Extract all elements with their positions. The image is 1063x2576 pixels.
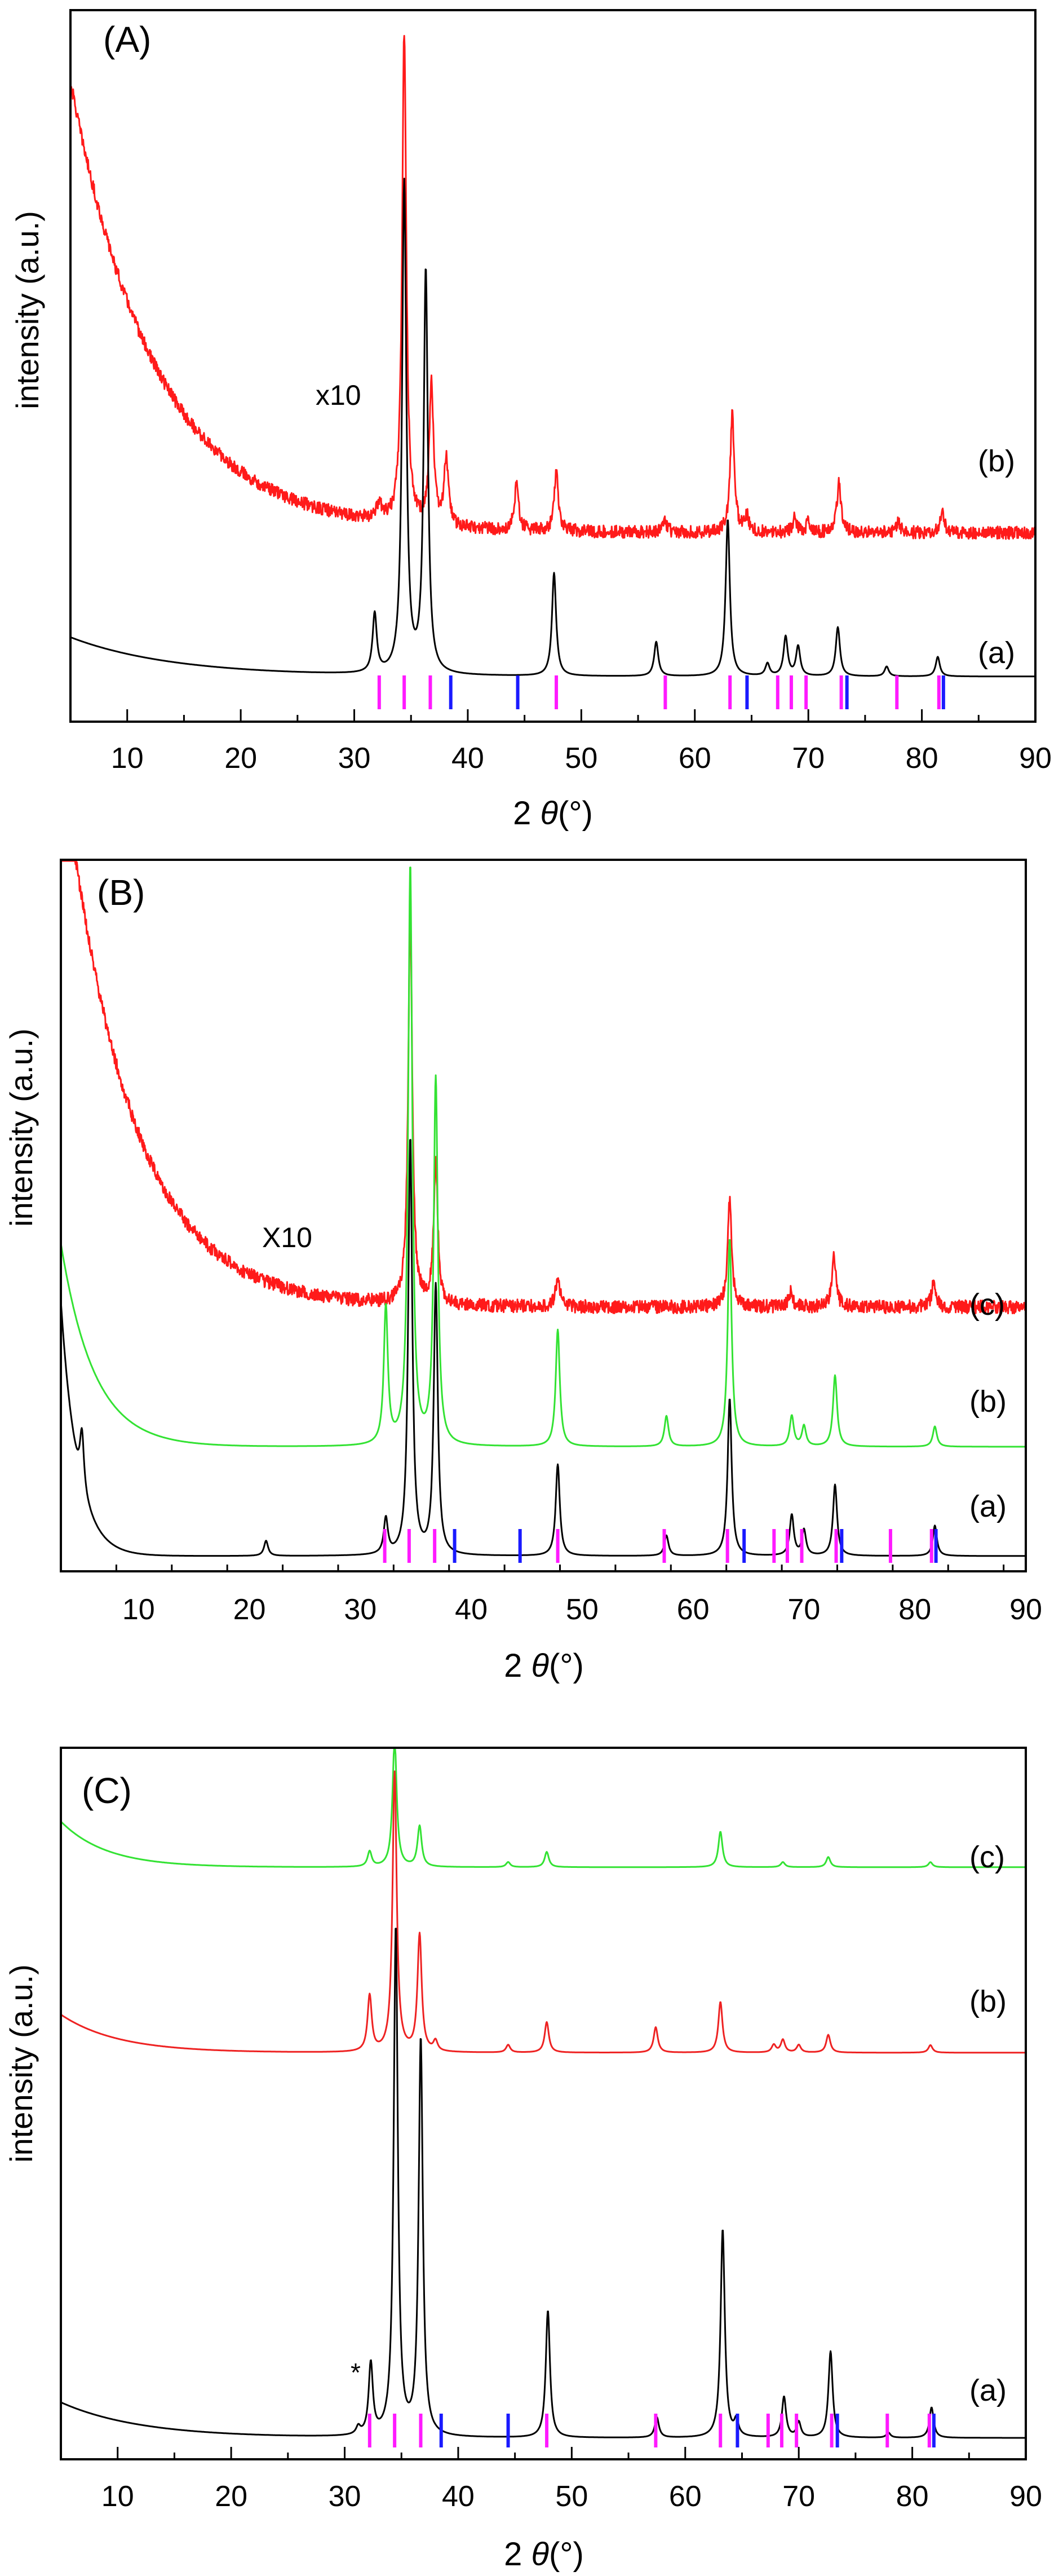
panel-a: 10 20 30 40 50 60 70 80 90 (A) x10 (b) (a) inten… [10,9,1052,832]
x-tick-label: 20 [233,1593,266,1626]
panel-c-label: (C) [82,1770,132,1811]
panel-b: 10 20 30 40 50 60 70 80 90 (B) X10 (c) (b) (a) i… [3,859,1042,1684]
panel-c-y-axis-label: intensity (a.u.) [3,1964,39,2163]
x-tick-label: 20 [215,2480,247,2513]
panel-a-x-ticks: 10 20 30 40 50 60 70 80 90 [69,709,1052,775]
series-b-line [60,1770,1026,2054]
panel-b-x-axis-label-unit: (°) [549,1647,584,1684]
panel-a-curves [69,35,1037,678]
x-tick-label: 70 [782,2480,815,2513]
x-tick-label: 60 [679,742,711,775]
panel-a-reference-ticks [377,675,945,709]
x-tick-label: 60 [669,2480,702,2513]
panel-a-annotation: x10 [316,379,361,411]
panel-c-frame [60,1747,1027,2460]
x-tick-label: 10 [101,2480,134,2513]
panel-b-reference-ticks [383,1529,938,1563]
panel-a-x-axis-label-unit: (°) [558,795,593,832]
panel-b-curve-label-a: (a) [969,1490,1007,1523]
x-tick-label: 40 [451,742,484,775]
x-tick-label: 50 [566,1593,599,1626]
panel-a-x-axis-label-symbol: θ [541,795,558,832]
x-tick-label: 70 [788,1593,821,1626]
panel-b-curves [60,860,1027,1557]
panel-c-curve-label-a: (a) [969,2374,1007,2407]
panel-a-curve-label-a: (a) [978,636,1015,670]
x-tick-label: 60 [677,1593,710,1626]
x-tick-label: 10 [122,1593,155,1626]
panel-c-curves [60,1748,1026,2439]
x-tick-label: 70 [792,742,825,775]
panel-c-curve-label-c: (c) [969,1840,1005,1874]
x-tick-label: 10 [111,742,144,775]
panel-b-x-ticks: 10 20 30 40 50 60 70 80 90 [60,1565,1042,1626]
x-tick-label: 30 [329,2480,361,2513]
panel-c-x-axis-label-prefix: 2 [504,2536,531,2573]
panel-a-y-axis-label: intensity (a.u.) [10,211,45,409]
panel-a-label: (A) [103,19,151,60]
x-tick-label: 30 [344,1593,377,1626]
x-tick-label: 90 [1019,742,1052,775]
panel-c-x-ticks: 10 20 30 40 50 60 70 80 90 [60,2447,1042,2513]
panel-c: 10 20 30 40 50 60 70 80 90 (C) * (c) (b) (a) int… [3,1747,1042,2573]
x-tick-label: 50 [555,2480,588,2513]
x-tick-label: 40 [442,2480,475,2513]
series-b-line [69,35,1037,540]
panel-b-x-axis-label-symbol: θ [532,1647,549,1684]
panel-b-x-axis-label: 2 θ(°) [504,1647,584,1684]
panel-c-curve-label-b: (b) [969,1985,1007,2018]
panel-b-y-axis-label: intensity (a.u.) [3,1028,39,1227]
panel-b-curve-label-c: (c) [969,1288,1005,1322]
x-tick-label: 50 [565,742,597,775]
x-tick-label: 90 [1009,2480,1042,2513]
panel-c-x-axis-label-symbol: θ [532,2536,549,2573]
panel-c-x-axis-label: 2 θ(°) [504,2536,584,2573]
x-tick-label: 80 [898,1593,931,1626]
panel-a-frame [69,9,1037,723]
x-tick-label: 90 [1009,1593,1042,1626]
panel-b-frame [60,859,1027,1572]
panel-b-curve-label-b: (b) [969,1385,1007,1419]
x-tick-label: 80 [896,2480,929,2513]
series-a-line [70,178,1036,678]
panel-a-x-axis-label: 2 θ(°) [513,795,593,832]
panel-b-label: (B) [97,872,145,913]
series-c-line [60,1748,1026,1868]
panel-a-curve-label-b: (b) [978,444,1015,478]
panel-c-x-axis-label-unit: (°) [549,2536,584,2573]
x-tick-label: 80 [906,742,938,775]
panel-c-annotation: * [351,2358,361,2387]
series-c-line [60,860,1027,1315]
series-a-line [60,1928,1026,2439]
panel-a-x-axis-label-prefix: 2 [513,795,540,832]
panel-b-annotation: X10 [262,1222,312,1253]
x-tick-label: 20 [224,742,257,775]
x-tick-label: 30 [338,742,371,775]
x-tick-label: 40 [455,1593,488,1626]
panel-c-reference-ticks [367,2414,936,2447]
series-a-line [60,1139,1026,1557]
series-b-line [60,867,1026,1448]
panel-b-x-axis-label-prefix: 2 [504,1647,531,1684]
